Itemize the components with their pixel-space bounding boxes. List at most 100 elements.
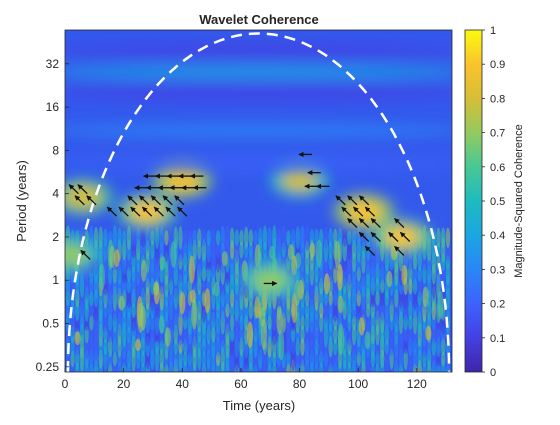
heatmap-cell xyxy=(290,229,296,247)
heatmap-cell xyxy=(431,325,437,344)
coherence-region-core xyxy=(346,200,383,223)
heatmap-cell xyxy=(347,239,352,261)
heatmap-cell xyxy=(260,318,267,351)
heatmap-cell xyxy=(380,290,385,307)
heatmap-cell xyxy=(286,230,291,246)
colorbar-tick-label: 1 xyxy=(490,25,496,37)
phase-arrow xyxy=(162,195,173,206)
heatmap-cell xyxy=(309,242,316,258)
phase-arrow xyxy=(388,231,399,242)
heatmap-cell xyxy=(126,311,132,334)
x-tick-label: 20 xyxy=(117,377,131,391)
heatmap-cell xyxy=(364,331,371,350)
heatmap-cell xyxy=(183,242,188,258)
heatmap-cell xyxy=(342,228,347,247)
heatmap-cell xyxy=(89,314,94,331)
heatmap-cell xyxy=(192,229,197,246)
heatmap-cell xyxy=(145,226,150,250)
heatmap-cell xyxy=(286,350,291,368)
heatmap-cell xyxy=(356,301,361,320)
heatmap-band xyxy=(65,65,452,80)
heatmap-cell xyxy=(126,279,132,294)
heatmap-cell xyxy=(107,263,113,285)
heatmap-cell xyxy=(437,291,444,320)
colorbar-label: Magnitude-Squared Coherence xyxy=(513,124,525,278)
heatmap-cell xyxy=(248,348,254,370)
plot-frame xyxy=(64,29,453,373)
heatmap-cell xyxy=(164,230,169,246)
x-axis-label: Time (years) xyxy=(223,398,295,413)
heatmap-cell xyxy=(389,327,394,343)
heatmap-cell xyxy=(79,323,85,346)
heatmap-cell xyxy=(103,338,108,355)
heatmap-cell xyxy=(229,302,235,319)
colorbar-tick-label: 0.7 xyxy=(490,128,505,140)
x-tick-label: 0 xyxy=(62,377,69,391)
heatmap-cell xyxy=(187,229,193,246)
heatmap-cell xyxy=(229,327,235,342)
heatmap-cell xyxy=(365,228,371,247)
heatmap-cell xyxy=(112,338,118,356)
heatmap-cell xyxy=(243,324,249,346)
heatmap-cell xyxy=(211,228,216,247)
colorbar-tick-label: 0.3 xyxy=(490,264,505,276)
phase-arrow xyxy=(139,195,150,206)
heatmap-cell xyxy=(178,265,183,283)
heatmap-cell xyxy=(153,281,160,296)
heatmap-cell xyxy=(150,240,155,260)
phase-arrow xyxy=(364,206,376,217)
heatmap-cell xyxy=(183,351,188,367)
coherence-region-core xyxy=(65,185,101,208)
heatmap-cell xyxy=(178,347,183,371)
heatmap-cell xyxy=(89,303,94,318)
phase-arrow xyxy=(74,195,85,206)
heatmap-cell xyxy=(188,255,195,284)
y-tick-label: 32 xyxy=(46,57,60,71)
heatmap-cell xyxy=(323,227,329,249)
heatmap-cell xyxy=(412,337,418,357)
heatmap-cell xyxy=(204,288,211,314)
phase-arrow xyxy=(106,206,118,217)
heatmap-cell xyxy=(239,337,244,357)
phase-arrow xyxy=(347,217,358,229)
heatmap-cell xyxy=(351,349,357,369)
phase-arrow xyxy=(358,195,370,206)
heatmap-cell xyxy=(441,337,446,356)
phase-arrow xyxy=(358,217,370,229)
x-tick-label: 100 xyxy=(348,377,368,391)
heatmap-cell xyxy=(150,325,155,345)
heatmap-cell xyxy=(107,336,113,358)
heatmap-cell xyxy=(262,225,268,251)
heatmap-cell xyxy=(272,314,277,331)
colorbar: 0 0.1 0.2 0.3 0.4 0.5 0.6 0.7 0.8 0.9 1 Magnitude-… xyxy=(464,25,525,379)
heatmap-cell xyxy=(356,363,361,372)
heatmap-cell xyxy=(431,315,437,330)
heatmap-cell xyxy=(262,351,268,367)
heatmap-cell xyxy=(170,241,177,268)
heatmap-cell xyxy=(304,302,310,319)
heatmap-cell xyxy=(375,300,380,321)
heatmap-cell xyxy=(380,264,385,284)
heatmap-cell xyxy=(384,351,390,367)
heatmap-cell xyxy=(272,224,277,251)
heatmap-cell xyxy=(206,229,211,246)
heatmap-cell xyxy=(333,351,338,367)
phase-arrow xyxy=(335,195,346,206)
heatmap-cell xyxy=(248,229,254,247)
heatmap-cell xyxy=(258,227,263,248)
heatmap-cell xyxy=(229,337,235,356)
heatmap-cell xyxy=(158,315,165,334)
heatmap-cell xyxy=(441,351,446,367)
heatmap-cell xyxy=(173,348,179,370)
heatmap-cell xyxy=(93,226,99,249)
heatmap-cell xyxy=(408,315,413,330)
heatmap-cell xyxy=(356,276,361,296)
heatmap-cell xyxy=(122,230,127,246)
heatmap-cell xyxy=(107,300,113,321)
phase-arrow xyxy=(153,206,164,217)
heatmap-cell xyxy=(173,312,179,333)
colorbar-tick-label: 0.9 xyxy=(490,59,505,71)
heatmap-cell xyxy=(314,339,319,355)
heatmap-cell xyxy=(300,315,305,330)
